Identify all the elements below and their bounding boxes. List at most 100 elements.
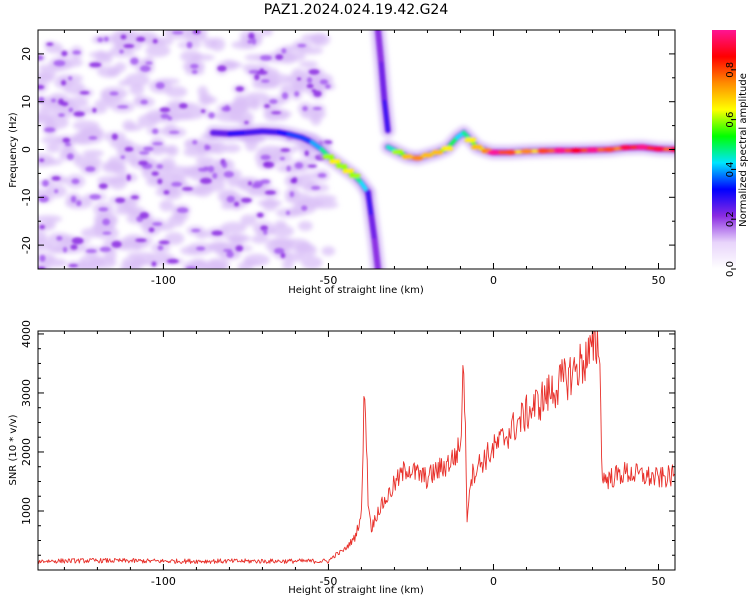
noise-core xyxy=(167,116,173,121)
noise-core xyxy=(72,50,81,55)
ridge-peak xyxy=(401,154,414,160)
noise-core-layer xyxy=(38,30,333,269)
noise-core xyxy=(56,235,63,241)
ridge-segment xyxy=(379,61,387,104)
noise-core xyxy=(191,69,198,74)
noise-core xyxy=(58,113,65,117)
noise-core xyxy=(294,162,304,169)
noise-blob xyxy=(321,246,336,256)
noise-core xyxy=(73,111,85,117)
noise-blob xyxy=(38,189,53,196)
snr-y-axis-label: SNR (10 * v/v) xyxy=(8,414,19,485)
noise-core xyxy=(102,218,111,226)
noise-core xyxy=(223,171,234,178)
noise-blob xyxy=(38,70,57,80)
noise-blob xyxy=(129,261,142,269)
noise-core xyxy=(234,201,240,207)
ridge-peak xyxy=(464,137,477,143)
noise-core xyxy=(171,30,184,35)
noise-blob xyxy=(279,53,297,64)
noise-core xyxy=(97,37,104,43)
ridge-segment xyxy=(366,190,374,219)
noise-core xyxy=(211,230,223,236)
spectrogram-x-tick-label: 50 xyxy=(651,274,665,287)
snr-panel: -100 -50 0 50 1000 2000 3000 4000 Height of str… xyxy=(8,320,676,596)
noise-core xyxy=(85,249,97,254)
noise-core xyxy=(157,178,163,185)
noise-core xyxy=(155,82,165,89)
noise-core xyxy=(226,251,234,258)
noise-core xyxy=(235,86,244,92)
noise-blob xyxy=(298,220,313,231)
noise-core xyxy=(254,74,260,81)
noise-blob xyxy=(300,109,327,120)
noise-core xyxy=(221,161,228,169)
noise-blob xyxy=(299,60,319,68)
noise-blob xyxy=(78,254,106,268)
spectrogram-y-tick-label: -10 xyxy=(20,188,33,206)
noise-core xyxy=(256,212,264,218)
noise-core xyxy=(61,50,68,57)
noise-core xyxy=(311,185,321,190)
noise-core xyxy=(178,103,188,109)
noise-blob xyxy=(72,130,97,145)
noise-blob xyxy=(124,73,150,87)
noise-blob xyxy=(195,230,208,240)
noise-blob xyxy=(127,252,155,259)
noise-core xyxy=(111,133,118,140)
spectrogram-x-axis-label: Height of straight line (km) xyxy=(288,285,424,296)
noise-blob xyxy=(220,202,234,210)
noise-blob xyxy=(263,107,282,122)
noise-core xyxy=(120,155,126,160)
colorbar-tick-label: 0.2 xyxy=(725,211,736,227)
noise-core xyxy=(39,254,46,262)
noise-core xyxy=(130,57,139,65)
snr-y-tick-label: 1000 xyxy=(20,497,33,525)
snr-axes: -100 -50 0 50 1000 2000 3000 4000 xyxy=(20,320,675,588)
ridge-peak xyxy=(441,146,454,152)
noise-blob xyxy=(295,199,324,209)
noise-core xyxy=(60,80,67,86)
ridge-peak xyxy=(342,168,355,174)
noise-blob xyxy=(282,259,294,269)
noise-core xyxy=(208,112,215,119)
noise-blob xyxy=(160,145,176,154)
noise-core xyxy=(191,228,201,233)
spectrogram-x-tick-label: -50 xyxy=(319,274,337,287)
noise-core xyxy=(247,181,253,186)
noise-core xyxy=(117,105,129,109)
noise-core xyxy=(98,183,108,189)
snr-x-tick-label: -100 xyxy=(151,575,176,588)
spectrogram-y-tick-label: 0 xyxy=(20,146,33,153)
noise-blob xyxy=(129,84,145,96)
noise-core xyxy=(312,107,322,111)
noise-core xyxy=(145,61,153,65)
noise-core xyxy=(302,105,308,112)
noise-core xyxy=(44,127,56,133)
noise-core xyxy=(140,99,148,105)
noise-core xyxy=(38,266,46,269)
noise-core xyxy=(159,107,171,113)
noise-core xyxy=(296,77,302,81)
noise-core xyxy=(200,109,206,113)
noise-core xyxy=(269,99,278,104)
noise-core xyxy=(275,54,284,61)
noise-blob xyxy=(145,44,171,58)
noise-core xyxy=(120,34,127,40)
colorbar-tick-label: 0.6 xyxy=(725,112,736,128)
noise-core xyxy=(274,247,285,254)
ridge-segment xyxy=(286,132,305,140)
noise-core xyxy=(51,176,61,181)
noise-core xyxy=(71,178,80,185)
snr-x-tick-label: 0 xyxy=(490,575,497,588)
noise-core xyxy=(294,91,300,97)
noise-blob xyxy=(164,232,185,245)
snr-series-group xyxy=(38,331,675,564)
ridge-peak xyxy=(619,145,632,151)
noise-core xyxy=(223,248,233,252)
noise-blob xyxy=(170,214,189,221)
noise-core xyxy=(190,63,199,69)
noise-core xyxy=(70,244,78,250)
